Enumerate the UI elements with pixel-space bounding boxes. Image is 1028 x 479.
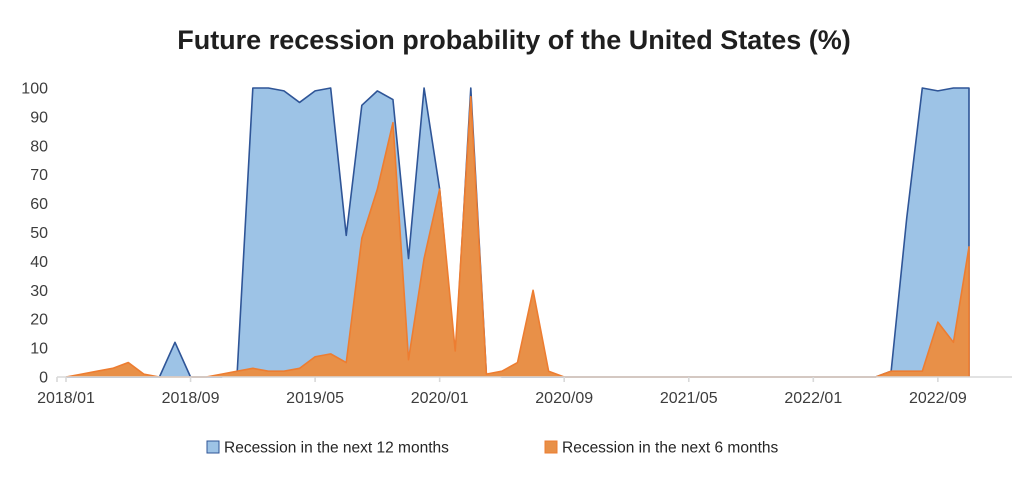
y-axis-tick-label: 60 (30, 196, 48, 213)
x-axis (56, 376, 1012, 382)
y-axis-tick-label: 90 (30, 109, 48, 126)
chart-title: Future recession probability of the Unit… (177, 25, 851, 55)
legend-swatch-6-months-icon (544, 440, 558, 454)
x-axis-tick-label: 2022/09 (909, 390, 967, 407)
series-6-months-line (65, 95, 970, 378)
series-12-months-line (66, 87, 970, 378)
y-axis-tick-label: 10 (30, 341, 48, 358)
legend-swatch-12-months-icon (206, 440, 220, 454)
x-axis-tick-label: 2018/01 (37, 390, 95, 407)
y-axis-tick-label: 70 (30, 167, 48, 184)
y-axis-tick-label: 100 (21, 81, 48, 98)
y-axis-tick-label: 50 (30, 225, 48, 242)
y-axis-tick-label: 0 (39, 370, 48, 387)
series-group (65, 87, 970, 378)
y-axis-labels: 0 10 20 30 40 50 60 70 80 90 100 (21, 81, 48, 387)
y-axis-tick-label: 40 (30, 254, 48, 271)
x-axis-tick-label: 2022/01 (784, 390, 842, 407)
x-axis-tick-label: 2019/05 (286, 390, 344, 407)
legend-label-6-months: Recession in the next 6 months (562, 440, 779, 457)
legend: Recession in the next 12 months Recessio… (206, 440, 779, 457)
y-axis-tick-label: 20 (30, 312, 48, 329)
x-axis-labels: 2018/01 2018/09 2019/05 2020/01 2020/09 2021/… (37, 390, 967, 407)
x-axis-tick-label: 2020/01 (411, 390, 469, 407)
series-12-months-area (66, 88, 969, 377)
x-axis-tick-label: 2020/09 (535, 390, 593, 407)
x-axis-tick-label: 2021/05 (660, 390, 718, 407)
y-axis-tick-label: 80 (30, 138, 48, 155)
x-axis-tick-label: 2018/09 (162, 390, 220, 407)
series-6-months-area (66, 96, 969, 378)
legend-label-12-months: Recession in the next 12 months (224, 440, 449, 457)
y-axis-tick-label: 30 (30, 283, 48, 300)
